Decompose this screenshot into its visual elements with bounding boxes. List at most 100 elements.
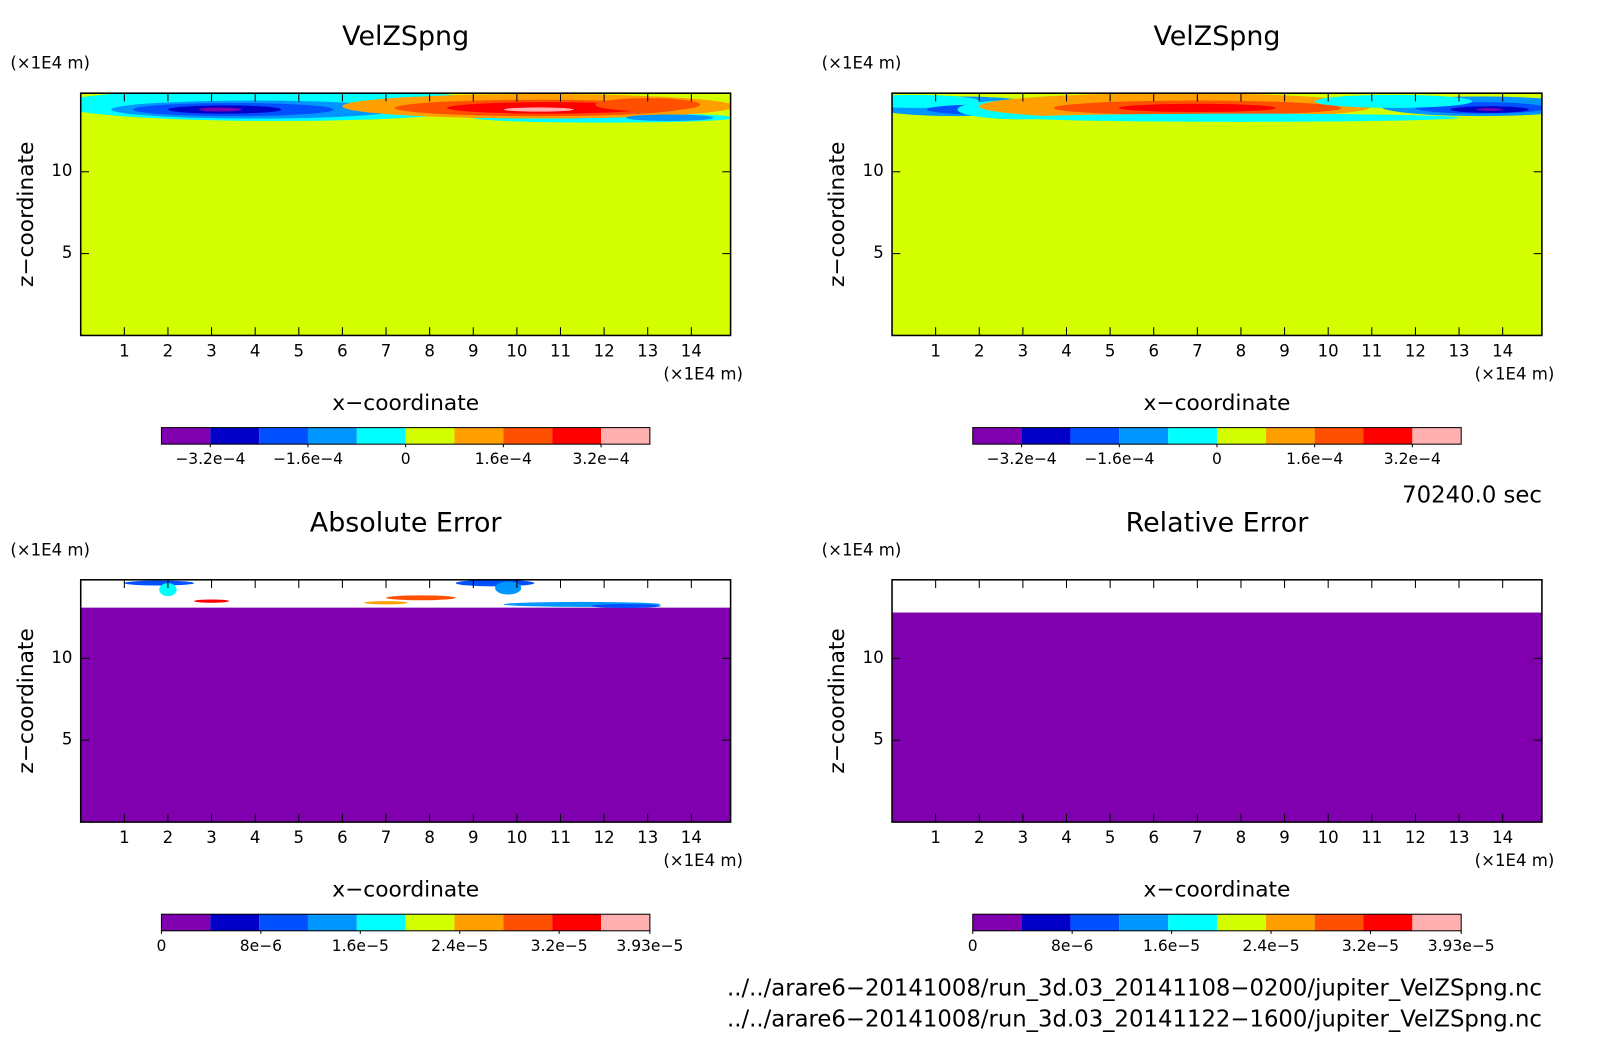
contour-region — [80, 607, 731, 823]
plot-frame — [79, 92, 732, 337]
colorbar-swatch — [1412, 427, 1462, 445]
contour-region — [595, 98, 701, 112]
contour-field — [892, 579, 1542, 823]
colorbar-tick-label: −3.2e−4 — [175, 450, 245, 468]
x-tick-label: 13 — [1449, 828, 1470, 847]
contour-region — [1118, 103, 1276, 113]
x-tick-label: 12 — [594, 342, 615, 361]
y-tick-label: 10 — [863, 648, 884, 667]
x-tick-label: 4 — [1061, 342, 1072, 361]
colorbar-tick-label: 1.6e−5 — [1143, 937, 1200, 955]
y-axis-label: z−coordinate — [14, 628, 39, 773]
contour-region — [80, 93, 731, 336]
x-tick-label: 1 — [119, 342, 130, 361]
contour-region — [892, 612, 1542, 823]
y-axis-label: z−coordinate — [825, 628, 850, 773]
colorbar-swatch — [356, 914, 406, 931]
x-tick-label: 12 — [1405, 342, 1426, 361]
colorbar-swatch — [161, 914, 211, 931]
colorbar-swatch — [972, 914, 1022, 931]
x-tick-label: 7 — [381, 342, 392, 361]
colorbar-tick-label: −3.2e−4 — [987, 450, 1057, 468]
x-tick-label: 11 — [550, 342, 571, 361]
y-tick-label: 5 — [873, 730, 884, 749]
colorbar-tick-label: 2.4e−5 — [431, 937, 488, 955]
contour-field — [892, 93, 1542, 336]
x-tick-label: 10 — [506, 828, 527, 847]
colorbar-swatch — [503, 914, 553, 931]
x-tick-label: 14 — [1492, 828, 1513, 847]
y-tick-label: 10 — [51, 648, 72, 667]
file-path: ../../arare6−20141008/run_3d.03_20141108… — [727, 975, 1542, 1001]
contour-field — [80, 579, 731, 823]
y-tick-label: 5 — [62, 243, 73, 262]
contour-region — [503, 107, 574, 112]
panel-title: Relative Error — [1126, 507, 1310, 538]
colorbar-swatch — [552, 427, 602, 445]
colorbar-swatch — [1314, 427, 1364, 445]
x-tick-label: 8 — [1236, 828, 1247, 847]
x-tick-label: 2 — [974, 828, 985, 847]
x-tick-label: 5 — [1105, 342, 1116, 361]
colorbar-swatch — [259, 914, 308, 931]
x-unit: (×1E4 m) — [663, 364, 743, 383]
colorbar-swatch — [1363, 914, 1413, 931]
x-tick-label: 5 — [294, 828, 305, 847]
colorbar-tick-label: 0 — [401, 450, 411, 468]
colorbar-swatch — [601, 914, 650, 931]
x-tick-label: 14 — [681, 828, 702, 847]
colorbar-swatch — [503, 427, 553, 445]
colorbar-tick-label: 0 — [1212, 450, 1222, 468]
colorbar-swatch — [356, 427, 406, 445]
x-tick-label: 13 — [637, 342, 658, 361]
contour-region — [159, 583, 177, 597]
colorbar-tick-label: −1.6e−4 — [273, 450, 343, 468]
x-tick-label: 6 — [337, 828, 348, 847]
colorbar-swatch — [1363, 427, 1413, 445]
colorbar-swatch — [405, 914, 455, 931]
colorbar-tick-label: 3.93e−5 — [1428, 937, 1495, 955]
x-tick-label: 7 — [1192, 342, 1203, 361]
colorbar-swatch — [1119, 914, 1169, 931]
colorbar-swatch — [1412, 914, 1462, 931]
contour-region — [1476, 108, 1503, 111]
panel-title: VelZSpng — [342, 21, 469, 52]
x-tick-label: 2 — [974, 342, 985, 361]
contour-field — [80, 93, 731, 336]
y-tick-label: 5 — [62, 730, 73, 749]
colorbar-swatch — [454, 427, 504, 445]
x-tick-label: 9 — [1279, 342, 1290, 361]
x-tick-label: 6 — [337, 342, 348, 361]
colorbar-swatch — [1021, 427, 1071, 445]
colorbar-tick-label: −1.6e−4 — [1084, 450, 1154, 468]
contour-region — [892, 93, 1542, 336]
x-tick-label: 5 — [1105, 828, 1116, 847]
x-axis-label: x−coordinate — [332, 877, 479, 902]
panel-title: VelZSpng — [1153, 21, 1280, 52]
contour-region — [198, 107, 243, 112]
x-unit: (×1E4 m) — [663, 851, 743, 870]
x-tick-label: 3 — [206, 342, 217, 361]
colorbar-swatch — [307, 914, 357, 931]
time-label: 70240.0 sec — [1402, 482, 1542, 508]
x-tick-label: 9 — [1279, 828, 1290, 847]
y-axis-label: z−coordinate — [825, 142, 850, 287]
x-tick-label: 1 — [930, 828, 941, 847]
colorbar-tick-label: 1.6e−4 — [475, 450, 532, 468]
colorbar-swatch — [1021, 914, 1071, 931]
colorbar-swatch — [1168, 427, 1217, 445]
x-tick-label: 12 — [594, 828, 615, 847]
colorbar-frame — [972, 913, 1462, 932]
colorbar-swatch — [1216, 914, 1266, 931]
colorbar-swatch — [1119, 427, 1169, 445]
contour-region — [364, 601, 408, 605]
colorbar-tick-label: 0 — [968, 937, 978, 955]
colorbar-swatch — [1314, 914, 1364, 931]
x-tick-label: 6 — [1148, 828, 1159, 847]
x-tick-label: 12 — [1405, 828, 1426, 847]
x-tick-label: 3 — [1018, 342, 1029, 361]
colorbar-tick-label: 8e−6 — [1051, 937, 1093, 955]
y-tick-label: 5 — [873, 243, 884, 262]
colorbar-swatch — [405, 427, 455, 445]
